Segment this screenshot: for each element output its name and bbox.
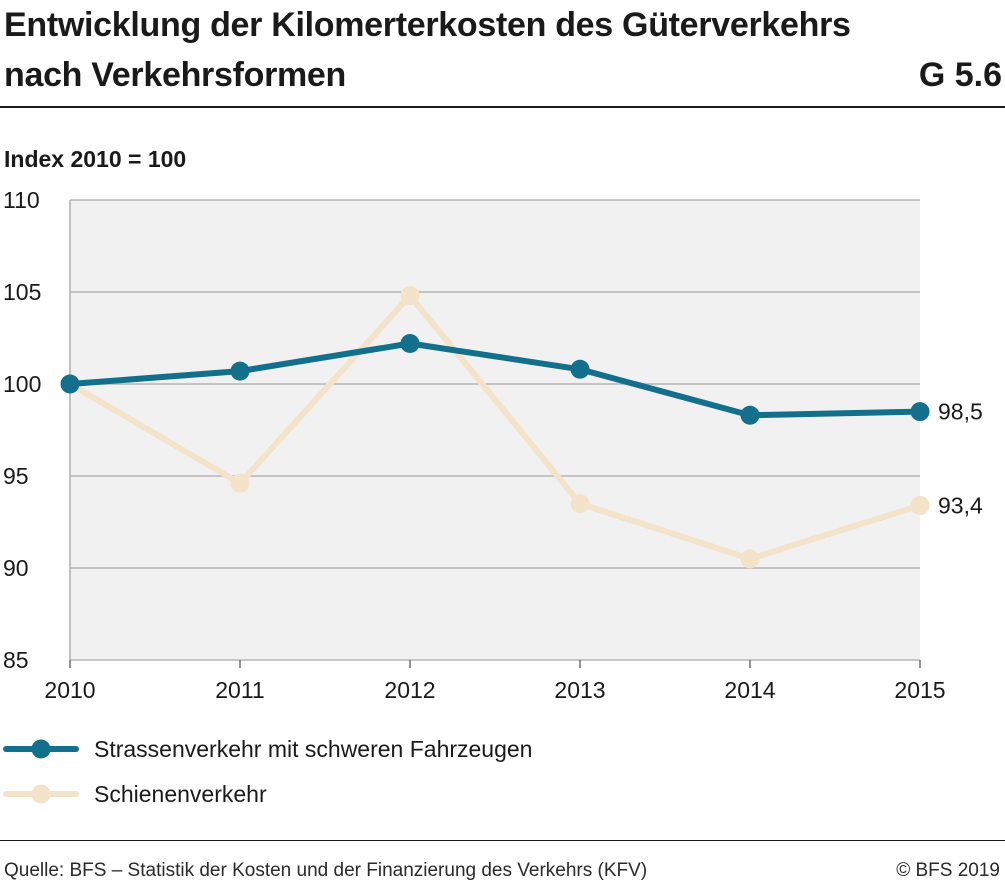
series-line-rail: [67, 292, 923, 562]
x-tick-label: 2013: [554, 677, 605, 703]
y-tick-labels: 85 90 95 100 105 110: [3, 187, 41, 673]
y-tick-label: 95: [3, 463, 29, 489]
legend: Strassenverkehr mit schweren Fahrzeugen S…: [3, 736, 532, 807]
data-point-rail: [910, 495, 930, 515]
data-point-road: [570, 359, 590, 379]
legend-swatch-marker: [31, 784, 51, 804]
data-point-rail: [740, 549, 760, 569]
x-tick-label: 2011: [215, 677, 264, 703]
legend-swatch-marker: [31, 739, 51, 759]
y-tick-label: 90: [3, 555, 29, 581]
x-tick-label: 2012: [384, 677, 435, 703]
series-lines: [60, 286, 930, 569]
plot-background: [70, 200, 920, 660]
data-point-rail: [570, 494, 590, 514]
data-point-rail: [230, 473, 250, 493]
legend-label: Strassenverkehr mit schweren Fahrzeugen: [94, 736, 532, 762]
x-tick-label: 2010: [44, 677, 95, 703]
y-tick-label: 110: [3, 187, 40, 213]
end-value-label-road: 98,5: [938, 399, 983, 425]
data-point-road: [740, 405, 760, 425]
top-rule: [0, 106, 1005, 108]
y-tick-label: 100: [3, 371, 41, 397]
end-value-label-rail: 93,4: [938, 492, 983, 518]
y-tick-label: 105: [3, 279, 41, 305]
y-tick-label: 85: [3, 647, 29, 673]
series-line-road: [67, 340, 923, 419]
data-point-road: [910, 402, 930, 422]
plot-area-group: [70, 200, 920, 660]
data-point-road: [400, 334, 420, 354]
source-note: Quelle: BFS – Statistik der Kosten und d…: [4, 860, 648, 881]
data-point-road: [230, 361, 250, 381]
legend-label: Schienenverkehr: [94, 781, 267, 807]
x-tick-labels: 2010 2011 2012 2013 2014 2015: [44, 677, 945, 703]
grid-group: [69, 199, 921, 668]
x-tick-label: 2015: [894, 677, 945, 703]
line-chart: 85 90 95 100 105 110 2010 2011 2012 2013 2014 2015…: [3, 187, 983, 807]
chart-title: Entwicklung der Kilomerterkosten des Güt…: [4, 6, 851, 94]
end-labels: 98,5 93,4: [938, 399, 983, 519]
data-point-rail: [400, 286, 420, 306]
figure-number: G 5.6: [918, 56, 1002, 94]
bottom-rule: [0, 840, 1005, 841]
data-point-road: [60, 374, 80, 394]
x-tick-label: 2014: [724, 677, 775, 703]
y-axis-label: Index 2010 = 100: [4, 146, 187, 172]
copyright-note: © BFS 2019: [896, 860, 1000, 881]
